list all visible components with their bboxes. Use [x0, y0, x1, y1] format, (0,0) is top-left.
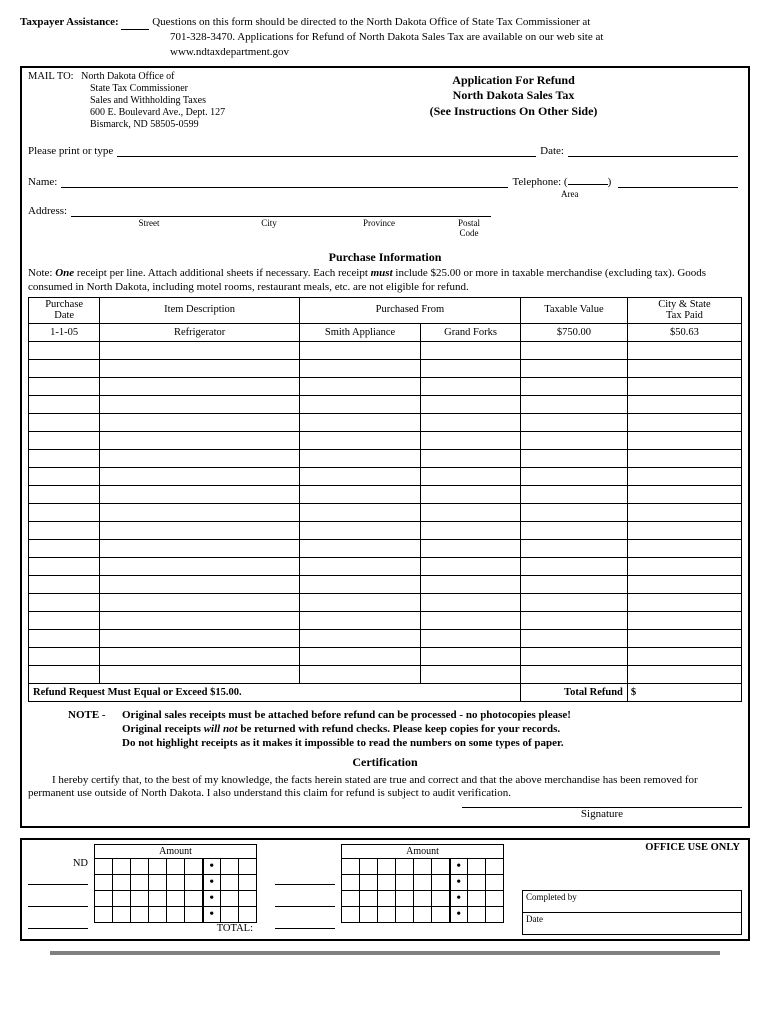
table-row[interactable] [29, 413, 742, 431]
purchase-info-title: Purchase Information [28, 250, 742, 265]
certification-title: Certification [28, 755, 742, 770]
purchase-info-note: Note: One receipt per line. Attach addit… [28, 267, 742, 295]
table-row[interactable] [29, 575, 742, 593]
table-row[interactable] [29, 377, 742, 395]
purchase-table: PurchaseDate Item Description Purchased … [28, 297, 742, 702]
office-line[interactable] [275, 913, 335, 929]
phone-input[interactable] [618, 176, 738, 188]
office-line[interactable] [28, 913, 88, 929]
print-date-line: Please print or type Date: [28, 145, 742, 157]
table-row[interactable] [29, 629, 742, 647]
form-main-box: MAIL TO: North Dakota Office of State Ta… [20, 66, 750, 829]
table-row[interactable] [29, 539, 742, 557]
address-input[interactable] [71, 205, 491, 217]
table-row[interactable] [29, 359, 742, 377]
print-input[interactable] [117, 145, 536, 157]
amount-grid-left: Amount • • • • [94, 844, 257, 923]
table-row[interactable] [29, 647, 742, 665]
address-label: Address: [28, 205, 67, 217]
nd-label: ND [28, 844, 88, 869]
table-row[interactable] [29, 395, 742, 413]
office-use-label: OFFICE USE ONLY [645, 842, 740, 853]
table-row[interactable] [29, 341, 742, 359]
table-footer-row: Refund Request Must Equal or Exceed $15.… [29, 683, 742, 701]
amount-grid-right: Amount • • • • [341, 844, 504, 923]
header-row: MAIL TO: North Dakota Office of State Ta… [28, 71, 742, 132]
office-use-box: OFFICE USE ONLY ND Amount • • • • TOTAL: [20, 838, 750, 941]
table-row[interactable] [29, 449, 742, 467]
office-line[interactable] [28, 869, 88, 885]
completed-by-cell[interactable]: Completed by [522, 890, 742, 913]
address-line: Address: [28, 205, 742, 217]
assistance-underline [121, 29, 149, 30]
phone-label: Telephone: [512, 176, 561, 188]
name-phone-line: Name: Telephone: () [28, 173, 742, 188]
mail-to-block: MAIL TO: North Dakota Office of State Ta… [28, 71, 371, 132]
print-label: Please print or type [28, 145, 113, 157]
signature-line[interactable]: Signature [462, 807, 742, 820]
name-label: Name: [28, 176, 57, 188]
office-line[interactable] [275, 891, 335, 907]
table-row[interactable] [29, 557, 742, 575]
certification-text: I hereby certify that, to the best of my… [28, 774, 742, 802]
form-title: Application For Refund North Dakota Sale… [371, 71, 657, 132]
table-row-example: 1-1-05RefrigeratorSmith ApplianceGrand F… [29, 323, 742, 341]
address-sublabels: Street City Province PostalCode [28, 218, 742, 238]
date-cell[interactable]: Date [522, 912, 742, 935]
table-row[interactable] [29, 521, 742, 539]
phone-sublabel: Area [28, 189, 742, 199]
table-row[interactable] [29, 485, 742, 503]
assistance-label: Taxpayer Assistance: [20, 15, 119, 30]
amount-block-left: ND Amount • • • • TOTAL: [28, 844, 257, 935]
date-label: Date: [540, 145, 564, 157]
area-code-input[interactable] [568, 173, 608, 185]
bottom-rule [50, 951, 720, 955]
total-label: TOTAL: [94, 923, 257, 934]
table-row[interactable] [29, 503, 742, 521]
table-row[interactable] [29, 665, 742, 683]
note-block: NOTE -Original sales receipts must be at… [68, 708, 742, 751]
signature-row: Signature [28, 807, 742, 820]
table-row[interactable] [29, 611, 742, 629]
table-row[interactable] [29, 467, 742, 485]
name-input[interactable] [61, 176, 508, 188]
table-row[interactable] [29, 593, 742, 611]
table-row[interactable] [29, 431, 742, 449]
office-line[interactable] [275, 869, 335, 885]
date-input[interactable] [568, 145, 738, 157]
completed-block: Completed by Date [522, 844, 742, 935]
office-line[interactable] [28, 891, 88, 907]
table-header-row: PurchaseDate Item Description Purchased … [29, 297, 742, 323]
taxpayer-assistance: Taxpayer Assistance: Questions on this f… [20, 15, 750, 60]
amount-block-right: Amount • • • • [275, 844, 504, 935]
